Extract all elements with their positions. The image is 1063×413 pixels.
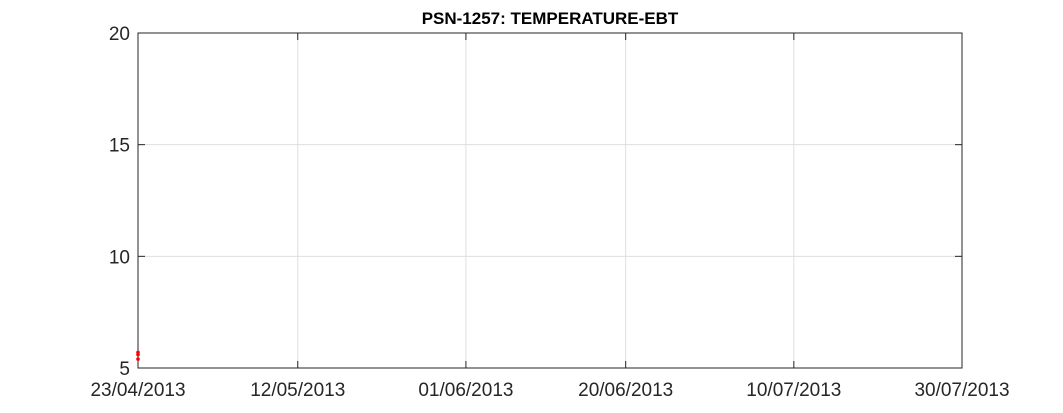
y-tick-label: 5 (119, 359, 130, 380)
x-tick-label: 23/04/2013 (90, 380, 185, 401)
data-series (136, 350, 140, 361)
x-tick-label: 12/05/2013 (250, 380, 345, 401)
y-tick-label: 15 (109, 136, 130, 157)
x-tick-label: 01/06/2013 (418, 380, 513, 401)
data-point (136, 357, 140, 361)
x-tick-label: 10/07/2013 (746, 380, 841, 401)
chart-title: PSN-1257: TEMPERATURE-EBT (422, 9, 679, 28)
plot-area-border (137, 32, 963, 369)
y-tick-label: 20 (109, 24, 130, 45)
axis-ticks (137, 32, 963, 369)
x-tick-label: 30/07/2013 (914, 380, 1009, 401)
grid-lines (138, 33, 962, 368)
x-tick-label: 20/06/2013 (578, 380, 673, 401)
data-point (136, 352, 140, 357)
y-tick-label: 10 (109, 247, 130, 268)
y-axis-tick-labels: 5 10 15 20 (109, 24, 130, 380)
x-axis-tick-labels: 23/04/2013 12/05/2013 01/06/2013 20/06/2013… (90, 380, 1009, 401)
